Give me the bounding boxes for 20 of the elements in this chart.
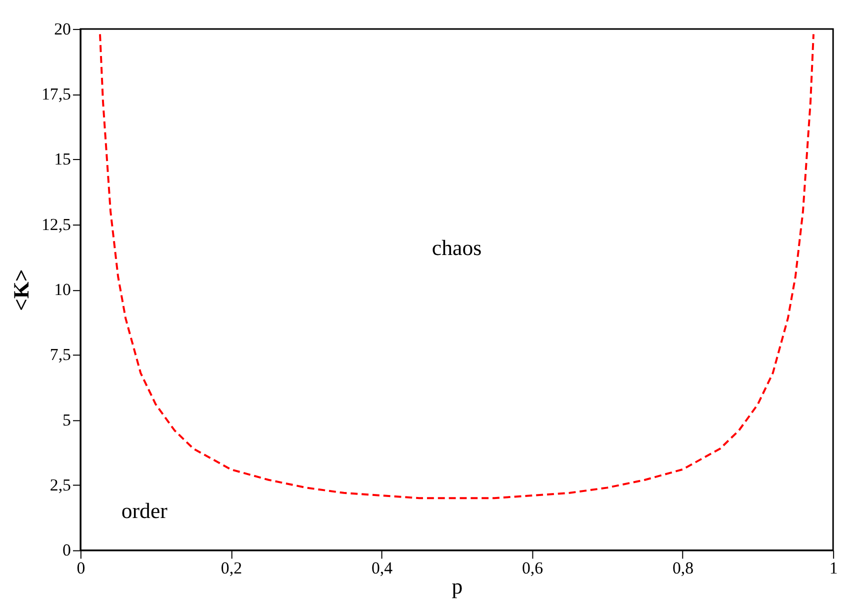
y-tick-label: 17,5 xyxy=(41,84,71,104)
annotation: chaos xyxy=(432,236,482,260)
y-tick-label: 7,5 xyxy=(50,345,71,364)
y-tick-label: 0 xyxy=(62,540,71,560)
x-axis-title: p xyxy=(452,574,463,598)
x-tick-label: 0,2 xyxy=(220,558,242,578)
line-series xyxy=(99,33,815,500)
y-axis-title: <K> xyxy=(10,269,34,312)
y-tick-label: 15 xyxy=(54,150,71,169)
x-tick-label: 1 xyxy=(829,558,838,578)
y-tick-label: 10 xyxy=(54,280,71,300)
x-tick-label: 0,8 xyxy=(672,558,694,578)
x-tick-label: 0 xyxy=(76,558,86,578)
y-tick-label: 5 xyxy=(62,410,71,430)
annotation: order xyxy=(121,499,168,524)
x-tick-label: 0,6 xyxy=(522,558,544,578)
y-tick-label: 20 xyxy=(54,19,71,38)
y-tick-label: 12,5 xyxy=(41,214,71,234)
x-tick-label: 0,4 xyxy=(371,558,394,578)
y-tick-label: 2,5 xyxy=(50,476,71,495)
